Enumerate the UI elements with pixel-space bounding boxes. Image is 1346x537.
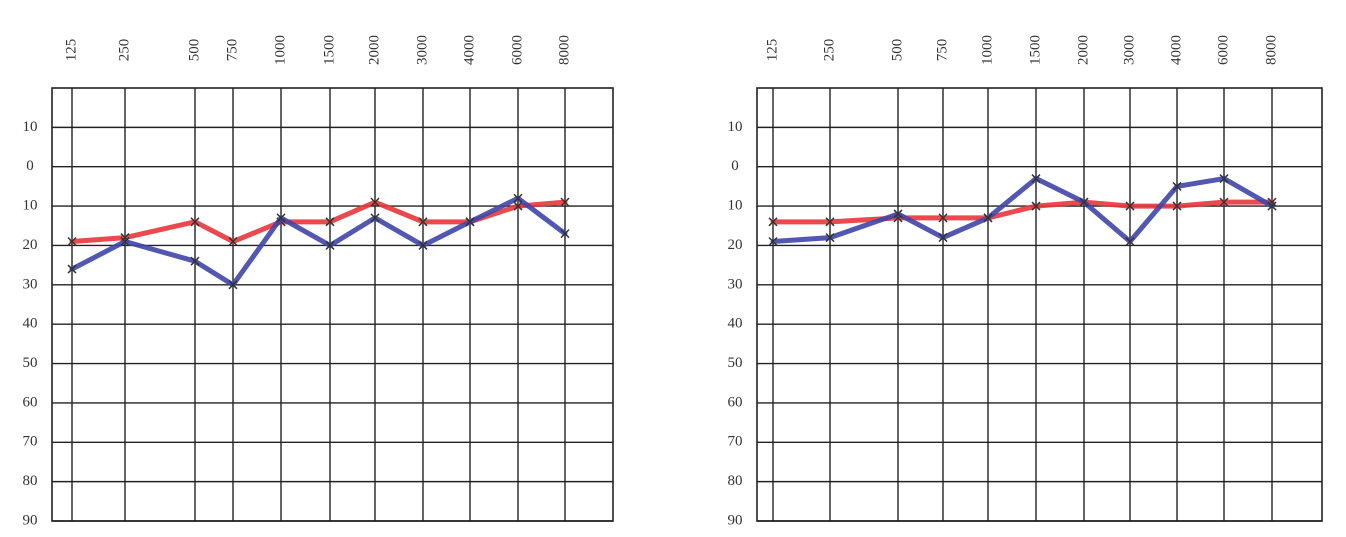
point-marker [1172, 181, 1182, 191]
x-tick-label: 6000 [509, 35, 525, 65]
x-tick-label: 125 [63, 39, 79, 62]
x-tick-label: 8000 [556, 35, 572, 65]
y-tick-label: 90 [23, 512, 38, 528]
point-marker [938, 233, 948, 243]
point-marker [768, 217, 778, 227]
y-tick-label: 70 [728, 434, 743, 450]
point-marker [1172, 201, 1182, 211]
x-tick-label: 8000 [1263, 35, 1279, 65]
y-tick-label: 90 [728, 512, 743, 528]
x-tick-label: 500 [889, 39, 905, 62]
x-tick-label: 125 [764, 39, 780, 62]
point-marker [190, 256, 200, 266]
x-tick-label: 6000 [1215, 35, 1231, 65]
y-tick-label: 10 [728, 198, 743, 214]
plot-frame [756, 87, 1323, 522]
point-marker [1219, 174, 1229, 184]
point-marker [465, 217, 475, 227]
y-tick-label: 20 [23, 237, 38, 253]
point-marker [228, 280, 238, 290]
point-marker [418, 217, 428, 227]
point-marker [1079, 197, 1089, 207]
y-tick-label: 60 [728, 394, 743, 410]
y-tick-label: 60 [23, 394, 38, 410]
x-tick-label: 1000 [272, 35, 288, 65]
point-marker [228, 236, 238, 247]
point-marker [938, 213, 948, 223]
point-marker [276, 213, 286, 223]
point-marker [513, 201, 523, 211]
point-marker [120, 236, 130, 247]
x-tick-label: 750 [224, 39, 240, 62]
point-marker [983, 213, 993, 223]
x-tick-label: 1500 [321, 35, 337, 65]
x-tick-label: 3000 [414, 35, 430, 65]
point-marker [370, 213, 380, 223]
point-marker [1219, 197, 1229, 207]
y-tick-label: 0 [26, 158, 34, 174]
x-tick-label: 750 [934, 39, 950, 62]
point-marker [825, 233, 835, 243]
point-marker [418, 240, 428, 250]
point-marker [560, 197, 570, 207]
point-marker [768, 236, 778, 247]
point-marker [560, 229, 570, 239]
x-tick-label: 2000 [1075, 35, 1091, 65]
point-marker [893, 209, 903, 219]
hearing-line [69, 199, 568, 245]
x-tick-label: 250 [821, 39, 837, 62]
y-tick-label: 80 [23, 473, 38, 489]
point-marker [1031, 174, 1041, 184]
x-tick-label: 500 [186, 39, 202, 62]
y-tick-label: 40 [728, 316, 743, 332]
point-marker [513, 193, 523, 203]
y-tick-label: 10 [23, 198, 38, 214]
point-marker [67, 236, 77, 247]
hearing-line [770, 199, 1275, 225]
x-tick-label: 2000 [366, 35, 382, 65]
hearing-line [69, 195, 568, 288]
x-tick-label: 4000 [461, 35, 477, 65]
x-tick-label: 4000 [1168, 35, 1184, 65]
y-tick-label: 30 [728, 276, 743, 292]
x-tick-label: 1000 [979, 35, 995, 65]
y-tick-label: 50 [23, 355, 38, 371]
y-tick-label: 10 [23, 119, 38, 135]
x-tick-label: 1500 [1027, 35, 1043, 65]
y-tick-label: 50 [728, 355, 743, 371]
point-marker [325, 240, 335, 250]
y-tick-label: 10 [728, 119, 743, 135]
point-marker [370, 197, 380, 207]
x-tick-label: 3000 [1121, 35, 1137, 65]
y-tick-label: 40 [23, 316, 38, 332]
point-marker [325, 217, 335, 227]
point-marker [825, 217, 835, 227]
point-marker [1125, 236, 1135, 247]
plot-frame [51, 87, 614, 522]
y-tick-label: 0 [731, 158, 739, 174]
point-marker [67, 264, 77, 274]
y-tick-label: 80 [728, 473, 743, 489]
point-marker [1125, 201, 1135, 211]
y-tick-label: 20 [728, 237, 743, 253]
point-marker [1267, 201, 1277, 211]
y-tick-label: 70 [23, 434, 38, 450]
x-tick-label: 250 [116, 39, 132, 62]
point-marker [190, 217, 200, 227]
y-tick-label: 30 [23, 276, 38, 292]
point-marker [1031, 201, 1041, 211]
